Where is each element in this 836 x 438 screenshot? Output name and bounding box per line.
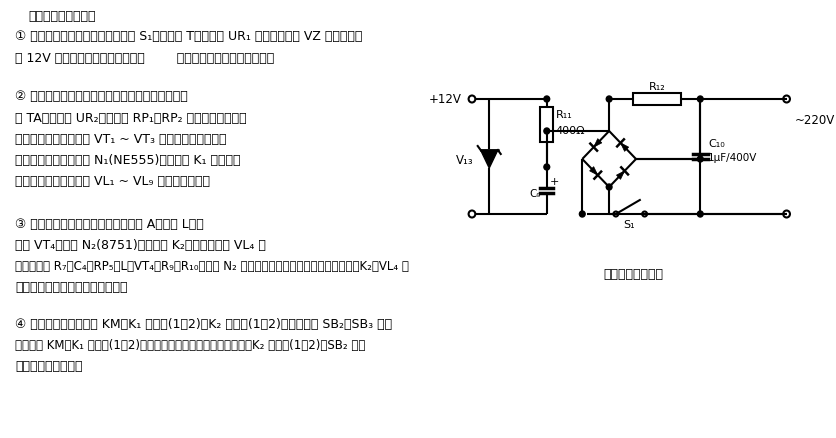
Polygon shape [589, 167, 598, 176]
Text: 器 TA、整流桥 UR₂、电位器 RP₁、RP₂ 等组成电动机工作: 器 TA、整流桥 UR₂、电位器 RP₁、RP₂ 等组成电动机工作 [15, 112, 247, 125]
Circle shape [544, 129, 549, 135]
Text: ③ 人体感应启动控制电路：由感应板 A、线圈 L、三: ③ 人体感应启动控制电路：由感应板 A、线圈 L、三 [15, 218, 204, 230]
Text: S₁: S₁ [624, 219, 635, 230]
Text: 1μF/400V: 1μF/400V [708, 153, 757, 163]
Text: R₁₂: R₁₂ [649, 82, 665, 92]
Text: 控制电路，发光二极管 VL₁ ~ VL₉ 组成指示电路。: 控制电路，发光二极管 VL₁ ~ VL₉ 组成指示电路。 [15, 175, 211, 187]
Text: C₁₀: C₁₀ [708, 139, 725, 149]
Text: ① 直流稳压电源电路：由电源开关 S₁、变压器 T、整流桥 UR₁ 和稳压二极管 VZ 等组成，提: ① 直流稳压电源电路：由电源开关 S₁、变压器 T、整流桥 UR₁ 和稳压二极管… [15, 30, 363, 43]
Text: 组成，其中 R₇、C₄、RP₅、L、VT₄、R₉、R₁₀、运放 N₂ 等组成人体感应信号检测与控制电路，K₂、VL₄ 等: 组成，其中 R₇、C₄、RP₅、L、VT₄、R₉、R₁₀、运放 N₂ 等组成人体… [15, 259, 410, 272]
Circle shape [697, 157, 703, 162]
Text: ~220V: ~220V [794, 114, 834, 127]
Circle shape [579, 212, 585, 218]
Text: 极管 VT₄、运放 N₂(8751)、继电器 K₂、发光二极管 VL₄ 等: 极管 VT₄、运放 N₂(8751)、继电器 K₂、发光二极管 VL₄ 等 [15, 238, 266, 251]
Text: C₉: C₉ [529, 189, 541, 199]
Text: 机控制电路，时基电路 N₁(NE555)、继电器 K₁ 组成延时: 机控制电路，时基电路 N₁(NE555)、继电器 K₁ 组成延时 [15, 154, 241, 166]
Polygon shape [620, 144, 629, 152]
Text: ② 电动机工作状态检测与保护控制电路：电流互感: ② 电动机工作状态检测与保护控制电路：电流互感 [15, 90, 188, 103]
Polygon shape [616, 172, 624, 180]
Text: 供 12V 稳定直流电压。也可采用图        所示的阻容降压电路来代替。: 供 12V 稳定直流电压。也可采用图 所示的阻容降压电路来代替。 [15, 52, 274, 65]
Text: 400Ω: 400Ω [555, 126, 585, 136]
Circle shape [606, 97, 612, 103]
Text: V₁₃: V₁₃ [456, 154, 473, 166]
Text: +: + [549, 177, 559, 187]
Text: +12V: +12V [429, 93, 461, 106]
Polygon shape [481, 151, 498, 169]
Text: 地灯明灭执行电路。: 地灯明灭执行电路。 [15, 359, 83, 372]
Polygon shape [594, 139, 602, 148]
Circle shape [544, 97, 549, 103]
Bar [540, 108, 553, 143]
Text: ④ 执行电路：由接触器 KM、K₁ 的触点(1－2)、K₂ 的触点(1－2)及按钮开关 SB₂、SB₃ 等组: ④ 执行电路：由接触器 KM、K₁ 的触点(1－2)、K₂ 的触点(1－2)及按… [15, 317, 392, 330]
Circle shape [606, 184, 612, 191]
Text: R₁₁: R₁₁ [555, 110, 572, 120]
Bar [633, 94, 681, 106]
Circle shape [697, 212, 703, 218]
Circle shape [544, 165, 549, 171]
Text: 组成电动机、地灯启动控制电路。: 组成电动机、地灯启动控制电路。 [15, 280, 128, 293]
Circle shape [697, 97, 703, 103]
Text: 成，其中 KM、K₁ 的触点(1－2)组成关闭与启动电动机的执行电路，K₂ 的触点(1－2)、SB₂ 组成: 成，其中 KM、K₁ 的触点(1－2)组成关闭与启动电动机的执行电路，K₂ 的触… [15, 338, 365, 351]
Text: 电路由四部分组成。: 电路由四部分组成。 [28, 10, 96, 23]
Text: 状态检测电路，三极管 VT₁ ~ VT₃ 组成关闭与启动电动: 状态检测电路，三极管 VT₁ ~ VT₃ 组成关闭与启动电动 [15, 133, 227, 146]
Text: 阻容降压整流电路: 阻容降压整流电路 [603, 267, 663, 280]
